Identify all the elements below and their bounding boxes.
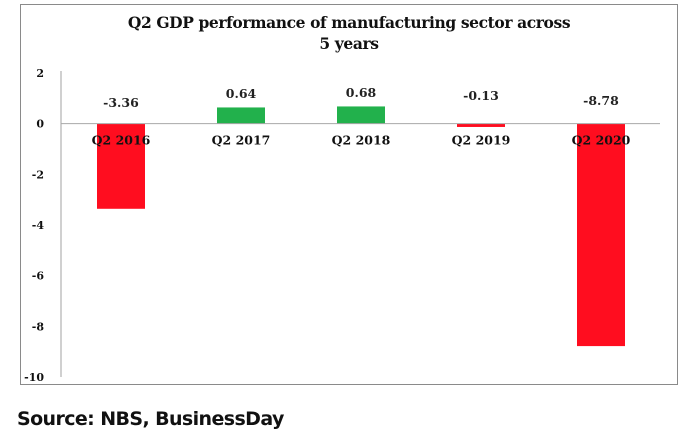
y-tick-label: 0 <box>36 118 44 131</box>
y-tick-label: -6 <box>32 270 45 283</box>
y-tick-label: 2 <box>36 67 44 80</box>
chart-title-line-2: 5 years <box>319 34 379 53</box>
bar-q2-2020 <box>577 123 625 347</box>
bars <box>97 106 625 347</box>
source-note: Source: NBS, BusinessDay <box>17 408 284 430</box>
category-label: Q2 2019 <box>452 133 511 148</box>
category-label: Q2 2020 <box>572 133 631 148</box>
bar-q2-2018 <box>337 106 385 124</box>
bar-q2-2019 <box>457 123 505 127</box>
bar-q2-2016 <box>97 123 145 209</box>
data-labels: -3.36 0.64 0.68 -0.13 -8.78 <box>103 85 619 110</box>
data-label: -8.78 <box>583 93 619 108</box>
category-label: Q2 2017 <box>212 133 271 148</box>
y-tick-label: -10 <box>24 371 44 384</box>
chart-title-line-1: Q2 GDP performance of manufacturing sect… <box>127 13 571 32</box>
data-label: -0.13 <box>463 88 499 103</box>
data-label: -3.36 <box>103 95 139 110</box>
y-axis: 2 0 -2 -4 -6 -8 -10 <box>24 67 62 384</box>
data-label: 0.64 <box>226 86 257 101</box>
y-tick-label: -8 <box>32 320 45 333</box>
y-tick-label: -2 <box>32 168 44 181</box>
category-labels: Q2 2016 Q2 2017 Q2 2018 Q2 2019 Q2 2020 <box>92 133 631 148</box>
category-label: Q2 2016 <box>92 133 151 148</box>
chart-title: Q2 GDP performance of manufacturing sect… <box>20 12 678 54</box>
data-label: 0.68 <box>346 85 377 100</box>
category-label: Q2 2018 <box>332 133 391 148</box>
y-tick-label: -4 <box>32 219 45 232</box>
bar-q2-2017 <box>217 107 265 124</box>
